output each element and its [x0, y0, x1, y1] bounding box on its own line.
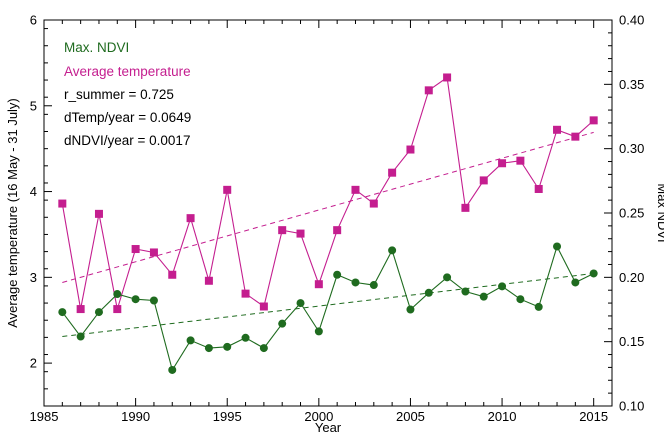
- temperature-point: [296, 229, 305, 238]
- temperature-point: [333, 226, 342, 235]
- ndvi-point: [241, 333, 250, 342]
- temperature-point: [259, 302, 268, 311]
- ndvi-point: [131, 295, 140, 304]
- temperature-point: [131, 245, 140, 254]
- temperature-point: [58, 199, 67, 208]
- ndvi-point: [204, 344, 213, 353]
- ndvi-point: [94, 308, 103, 317]
- ndvi-point: [571, 278, 580, 287]
- temperature-point: [406, 145, 415, 154]
- y-axis-left-title: Average temperature (16 May - 31 July): [5, 98, 20, 328]
- temperature-point: [278, 226, 287, 235]
- ndvi-point: [76, 332, 85, 341]
- y-left-tick-label: 2: [30, 356, 37, 371]
- temperature-point: [388, 168, 397, 177]
- x-tick-label: 1985: [30, 409, 59, 424]
- ndvi-point: [149, 296, 158, 305]
- x-axis-title: Year: [315, 420, 342, 432]
- legend: Max. NDVI Average temperature: [64, 40, 191, 79]
- y-right-tick-label: 0.10: [619, 399, 644, 414]
- trend-lines: [62, 131, 594, 338]
- ndvi-point: [424, 288, 433, 297]
- temperature-point: [351, 185, 360, 194]
- ndvi-point: [58, 308, 67, 317]
- temperature-point: [241, 289, 250, 298]
- y-axis-right: 0.10 0.15 0.20 0.25 0.30 0.35 0.40: [604, 13, 644, 414]
- x-tick-label: 1995: [213, 409, 242, 424]
- y-left-tick-label: 5: [30, 98, 37, 113]
- ndvi-point: [278, 319, 287, 328]
- temperature-point: [479, 176, 488, 185]
- annotation-dndvi: dNDVI/year = 0.0017: [64, 133, 190, 148]
- ndvi-point: [333, 270, 342, 279]
- temperature-point: [369, 199, 378, 208]
- x-tick-label: 2000: [304, 409, 333, 424]
- ndvi-point: [223, 342, 232, 351]
- temperature-point: [534, 184, 543, 193]
- y-left-tick-label: 4: [30, 184, 37, 199]
- temperature-point: [186, 214, 195, 223]
- ndvi-point: [369, 281, 378, 290]
- ndvi-point: [168, 365, 177, 374]
- temperature-point: [589, 116, 598, 125]
- annotation-dtemp: dTemp/year = 0.0649: [64, 110, 191, 125]
- ndvi-point: [534, 302, 543, 311]
- y-left-tick-label: 6: [30, 13, 37, 28]
- legend-temperature: Average temperature: [64, 64, 191, 79]
- x-tick-label: 1990: [121, 409, 150, 424]
- ndvi-point: [443, 273, 452, 282]
- y-axis-left: 2 3 4 5 6: [30, 13, 52, 407]
- x-tick-label: 2015: [579, 409, 608, 424]
- ndvi-trend-line: [62, 272, 594, 338]
- temperature-point: [443, 73, 452, 82]
- annotations: r_summer = 0.725 dTemp/year = 0.0649 dND…: [64, 87, 191, 148]
- y-right-tick-label: 0.25: [619, 206, 644, 221]
- ndvi-point: [589, 269, 598, 278]
- temperature-point: [94, 209, 103, 218]
- ndvi-point: [113, 290, 122, 299]
- ndvi-series-line: [61, 245, 594, 372]
- temperature-point: [149, 248, 158, 257]
- temperature-point: [113, 305, 122, 314]
- ndvi-point: [461, 287, 470, 296]
- x-tick-label: 2005: [396, 409, 425, 424]
- y-right-tick-label: 0.40: [619, 13, 644, 28]
- ndvi-point: [406, 305, 415, 314]
- y-axis-right-title: Max NDVI: [655, 183, 664, 242]
- y-right-tick-label: 0.30: [619, 141, 644, 156]
- ndvi-point: [498, 282, 507, 291]
- ndvi-point: [479, 292, 488, 301]
- ndvi-point: [186, 336, 195, 345]
- x-tick-label: 2010: [488, 409, 517, 424]
- temperature-point: [168, 270, 177, 279]
- y-right-tick-label: 0.35: [619, 77, 644, 92]
- temperature-point: [76, 305, 85, 314]
- temperature-point: [223, 185, 232, 194]
- ndvi-point: [553, 242, 562, 251]
- legend-ndvi: Max. NDVI: [64, 40, 129, 55]
- ndvi-point: [388, 246, 397, 255]
- y-left-tick-label: 3: [30, 270, 37, 285]
- temperature-point: [498, 159, 507, 168]
- x-axis: 1985 1990 1995 2000 2005 2010 2015: [30, 20, 613, 424]
- ndvi-point: [259, 344, 268, 353]
- series-markers: [58, 73, 598, 374]
- temperature-point: [461, 203, 470, 212]
- annotation-r-summer: r_summer = 0.725: [64, 87, 174, 102]
- ndvi-point: [516, 295, 525, 304]
- ndvi-point: [296, 299, 305, 308]
- temperature-point: [314, 280, 323, 289]
- temperature-point: [516, 156, 525, 165]
- y-right-tick-label: 0.20: [619, 270, 644, 285]
- temperature-point: [204, 276, 213, 285]
- ndvi-point: [314, 327, 323, 336]
- temperature-point: [571, 132, 580, 141]
- y-right-tick-label: 0.15: [619, 334, 644, 349]
- ndvi-point: [351, 278, 360, 287]
- temperature-trend-line: [62, 131, 594, 283]
- temperature-point: [553, 125, 562, 134]
- temperature-point: [424, 86, 433, 95]
